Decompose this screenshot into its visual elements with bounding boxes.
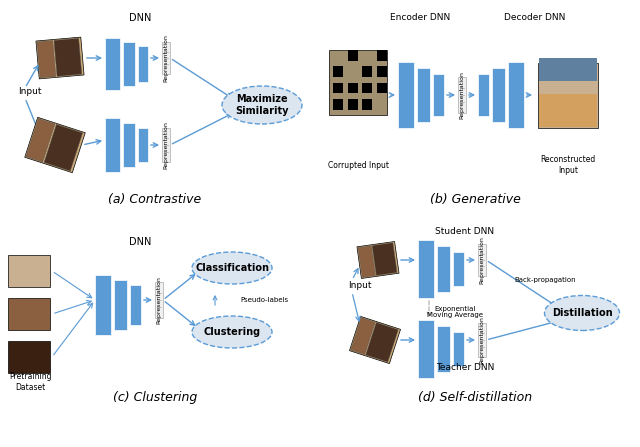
Bar [123, 42, 135, 86]
Bar [458, 77, 466, 113]
Bar [8, 298, 50, 330]
Text: Exponential
Moving Average: Exponential Moving Average [427, 305, 483, 319]
Bar [508, 62, 524, 128]
Bar [333, 83, 343, 93]
Bar [377, 66, 387, 77]
Bar [478, 323, 486, 357]
Bar [348, 99, 358, 110]
Ellipse shape [222, 86, 302, 124]
Bar [95, 275, 111, 335]
Bar [539, 58, 597, 81]
Bar [453, 332, 464, 366]
Bar [114, 280, 127, 330]
Bar [365, 323, 398, 362]
Text: Representation: Representation [479, 236, 484, 284]
Bar [417, 68, 430, 122]
Text: (b) Generative: (b) Generative [429, 194, 520, 207]
Text: Teacher DNN: Teacher DNN [436, 363, 494, 372]
Bar [362, 66, 372, 77]
Text: Input: Input [348, 281, 371, 290]
Text: Classification: Classification [195, 263, 269, 273]
Text: Encoder DNN: Encoder DNN [390, 13, 450, 22]
Bar [138, 46, 148, 82]
Bar [333, 66, 343, 77]
Bar [162, 42, 170, 74]
Bar [138, 128, 148, 162]
Bar [437, 246, 450, 292]
Text: (d) Self-distillation: (d) Self-distillation [418, 392, 532, 405]
Text: Corrupted Input: Corrupted Input [328, 160, 388, 169]
Bar [418, 240, 434, 298]
Text: Decoder DNN: Decoder DNN [504, 13, 566, 22]
Text: Representation: Representation [163, 34, 168, 82]
Bar [362, 83, 372, 93]
Text: Representation: Representation [157, 276, 161, 324]
Bar [155, 282, 163, 318]
Bar [8, 341, 50, 373]
Text: Input: Input [18, 88, 42, 97]
Bar [351, 318, 375, 354]
Text: Clustering: Clustering [204, 327, 260, 337]
Bar [25, 117, 85, 173]
Bar [333, 99, 343, 110]
Bar [105, 38, 120, 90]
Bar [478, 74, 489, 116]
Bar [357, 241, 399, 278]
Bar [8, 255, 50, 287]
Bar [539, 94, 597, 127]
Text: Representation: Representation [460, 71, 465, 119]
Bar [329, 50, 387, 114]
Text: Reconstructed
Input: Reconstructed Input [540, 155, 596, 175]
Text: (c) Clustering: (c) Clustering [113, 392, 197, 405]
Bar [398, 62, 414, 128]
Bar [478, 244, 486, 276]
Bar [538, 63, 598, 127]
Bar [348, 83, 358, 93]
Bar [105, 118, 120, 172]
Bar [358, 246, 376, 277]
Bar [54, 38, 82, 76]
Text: Representation: Representation [479, 316, 484, 364]
Bar [362, 99, 372, 110]
Bar [418, 320, 434, 378]
Bar [36, 37, 84, 79]
Ellipse shape [192, 316, 272, 348]
Text: DNN: DNN [129, 237, 151, 247]
Ellipse shape [192, 252, 272, 284]
Text: Back-propagation: Back-propagation [514, 277, 576, 283]
Text: Pseudo-labels: Pseudo-labels [240, 297, 288, 303]
Text: Maximize
Similarity: Maximize Similarity [236, 94, 289, 116]
Bar [37, 41, 56, 78]
Bar [437, 326, 450, 372]
Bar [349, 316, 401, 363]
Bar [44, 124, 83, 171]
Bar [492, 68, 505, 122]
Bar [26, 118, 55, 162]
Bar [453, 252, 464, 286]
Bar [130, 285, 141, 325]
Text: Student DNN: Student DNN [435, 228, 495, 236]
Ellipse shape [545, 295, 620, 330]
Text: Distillation: Distillation [552, 308, 612, 318]
Bar [377, 83, 387, 93]
Bar [123, 123, 135, 167]
Text: Representation: Representation [163, 121, 168, 169]
Bar [433, 74, 444, 116]
Text: Pretraining
Dataset: Pretraining Dataset [9, 372, 51, 392]
Text: (a) Contrastive: (a) Contrastive [108, 194, 202, 207]
Bar [162, 128, 170, 162]
Bar [348, 50, 358, 61]
Text: DNN: DNN [129, 13, 151, 23]
Bar [372, 243, 397, 275]
Bar [377, 50, 387, 61]
